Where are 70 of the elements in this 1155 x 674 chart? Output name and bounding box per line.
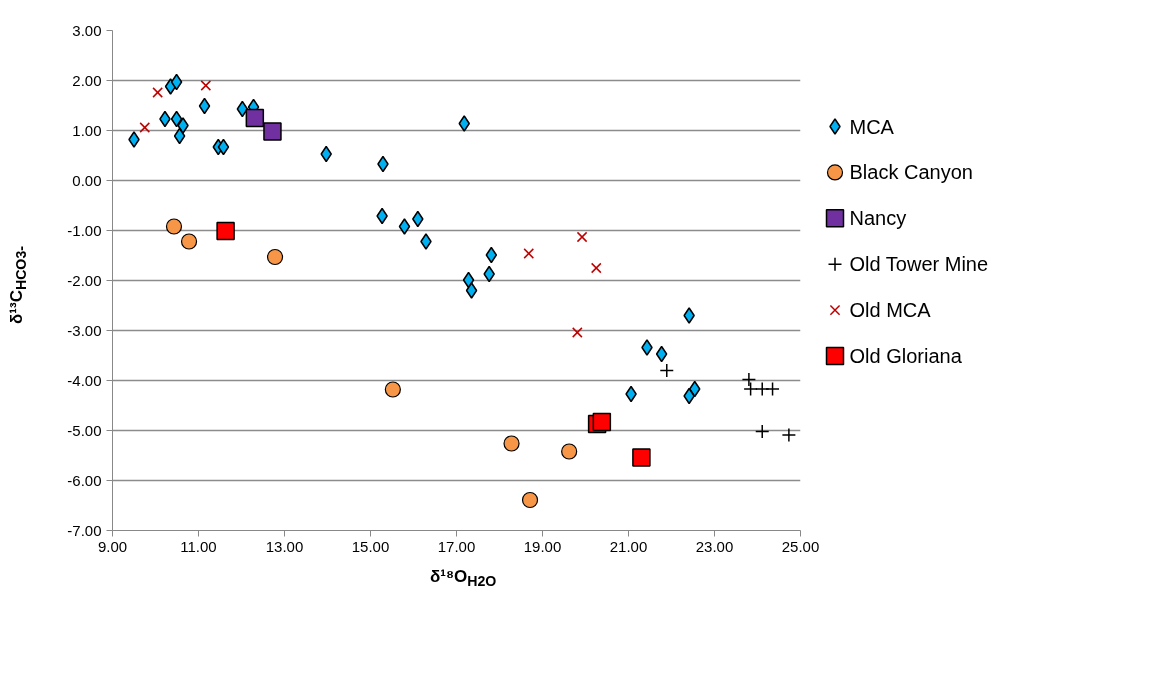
- point: [266, 248, 284, 266]
- point: [458, 115, 470, 132]
- point: [170, 110, 183, 128]
- point: [576, 231, 588, 243]
- point: [217, 138, 230, 156]
- point: [152, 87, 163, 98]
- point: [683, 307, 695, 324]
- x-tick-label: 17.00: [437, 537, 476, 555]
- point: [420, 233, 432, 250]
- point: [741, 372, 757, 387]
- point: [754, 424, 770, 439]
- point: [743, 381, 758, 397]
- point: [263, 122, 282, 141]
- point: [503, 435, 520, 452]
- point: [561, 443, 578, 460]
- legend-label: MCA: [849, 115, 895, 138]
- point: [465, 282, 478, 299]
- point: [688, 380, 701, 398]
- legend-label: Old Tower Mine: [849, 253, 989, 276]
- point: [571, 327, 583, 338]
- point: [659, 363, 675, 378]
- y-tick-label: 3.00: [72, 21, 102, 39]
- x-axis-title: δ¹⁸O$_{H2O}$: [430, 566, 497, 592]
- point: [216, 221, 235, 241]
- y-tick-label: -3.00: [67, 321, 102, 339]
- point: [180, 233, 198, 250]
- x-tick-label: 15.00: [351, 537, 390, 555]
- y-tick-label: 1.00: [72, 121, 102, 139]
- point: [200, 80, 212, 91]
- x-tick-label: 19.00: [523, 537, 562, 555]
- x-tick-label: 13.00: [265, 537, 304, 555]
- y-tick-label: -5.00: [67, 421, 102, 439]
- legend-label: Old Gloriana: [849, 345, 963, 368]
- point: [165, 218, 183, 235]
- point: [245, 108, 265, 128]
- point: [485, 246, 498, 264]
- x-tick-label: 23.00: [695, 537, 734, 555]
- point: [590, 262, 602, 274]
- legend-label: Old MCA: [849, 299, 932, 322]
- y-tick-label: -7.00: [67, 521, 102, 539]
- x-tick-label: 11.00: [180, 537, 217, 555]
- point: [655, 345, 668, 363]
- point: [398, 218, 411, 235]
- y-tick-label: -2.00: [67, 271, 102, 289]
- x-tick-label: 9.00: [97, 537, 128, 555]
- point: [765, 381, 780, 397]
- point: [523, 248, 535, 259]
- point: [198, 97, 211, 115]
- point: [781, 427, 797, 443]
- y-tick-label: -4.00: [67, 371, 102, 389]
- x-tick-label: 25.00: [781, 537, 820, 555]
- point: [128, 131, 140, 148]
- point: [139, 122, 151, 133]
- point: [236, 100, 249, 118]
- point: [632, 448, 651, 467]
- point: [462, 271, 475, 289]
- point: [592, 412, 612, 432]
- point: [641, 339, 653, 356]
- y-tick-label: 0.00: [72, 171, 102, 189]
- point: [177, 117, 189, 134]
- point: [521, 491, 539, 509]
- legend-label: Nancy: [849, 207, 907, 230]
- point: [384, 381, 401, 398]
- y-tick-label: 2.00: [72, 71, 102, 89]
- legend-label: Black Canyon: [849, 161, 973, 184]
- y-tick-label: -6.00: [67, 471, 102, 489]
- y-tick-label: -1.00: [67, 221, 102, 239]
- x-tick-label: 21.00: [609, 537, 648, 555]
- point: [173, 127, 186, 145]
- point: [170, 73, 183, 91]
